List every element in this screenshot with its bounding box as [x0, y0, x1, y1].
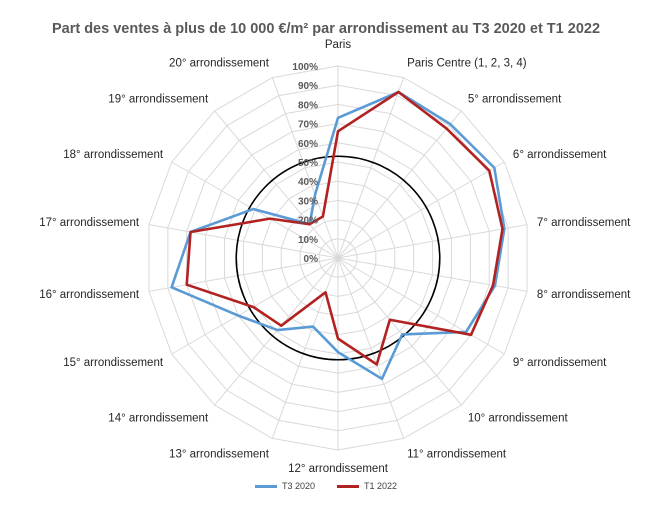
radar-grid	[148, 65, 528, 451]
category-label: Paris Centre (1, 2, 3, 4)	[407, 58, 527, 70]
legend-swatch	[337, 484, 359, 488]
tick-label: 20%	[298, 216, 318, 227]
category-label: 13° arrondissement	[169, 448, 270, 460]
tick-label: 70%	[298, 120, 318, 131]
grid-spoke	[337, 110, 462, 259]
reference-circle-layer	[235, 155, 441, 361]
tick-label: 0%	[304, 254, 319, 265]
legend: T3 2020 T1 2022	[0, 481, 652, 491]
legend-label: T3 2020	[281, 481, 315, 491]
legend-item: T3 2020	[254, 481, 315, 491]
category-label: Paris	[325, 39, 351, 51]
grid-spoke	[337, 77, 405, 259]
category-label: 6° arrondissement	[513, 149, 607, 161]
category-label: 7° arrondissement	[537, 217, 631, 229]
tick-label: 100%	[292, 62, 318, 73]
grid-spoke	[337, 257, 505, 355]
grid-spoke	[148, 224, 339, 259]
grid-spoke	[214, 257, 339, 406]
category-label: 12° arrondissement	[288, 463, 389, 475]
category-label: 5° arrondissement	[468, 94, 562, 106]
category-label: 19° arrondissement	[108, 94, 209, 106]
grid-spoke	[337, 257, 462, 406]
category-label: 18° arrondissement	[63, 149, 164, 161]
grid-spoke	[214, 110, 339, 259]
chart-title: Part des ventes à plus de 10 000 €/m² pa…	[51, 21, 601, 37]
tick-label: 60%	[298, 139, 318, 150]
category-label: 14° arrondissement	[108, 412, 209, 424]
series-layer	[170, 90, 506, 381]
grid-spoke	[271, 77, 339, 259]
category-label: 20° arrondissement	[169, 58, 270, 70]
legend-item: T1 2022	[337, 481, 397, 491]
grid-spoke	[148, 257, 339, 292]
category-label: 15° arrondissement	[63, 357, 164, 369]
tick-label: 30%	[298, 196, 318, 207]
grid-spoke	[337, 257, 405, 439]
category-labels: Paris Paris Centre (1, 2, 3, 4) 5° arrondi…	[39, 39, 631, 475]
category-label: 8° arrondissement	[537, 289, 631, 301]
category-label: 16° arrondissement	[39, 289, 140, 301]
legend-swatch	[254, 484, 277, 488]
tick-label: 90%	[298, 81, 318, 92]
tick-label: 10%	[298, 235, 318, 246]
grid-spoke	[337, 161, 505, 259]
reference-circle	[235, 155, 441, 361]
tick-label: 50%	[298, 158, 318, 169]
category-label: 11° arrondissement	[407, 448, 507, 460]
grid-spoke	[271, 257, 339, 439]
tick-label: 40%	[298, 177, 318, 188]
category-label: 17° arrondissement	[39, 217, 140, 229]
tick-labels: 0% 10% 20% 30% 40% 50% 60% 70% 80% 90% 100%	[292, 62, 318, 265]
tick-label: 80%	[298, 100, 318, 111]
grid-spoke	[171, 257, 339, 355]
category-label: 9° arrondissement	[513, 357, 607, 369]
category-label: 10° arrondissement	[468, 412, 569, 424]
grid-spoke	[337, 224, 528, 259]
legend-label: T1 2022	[364, 481, 398, 491]
